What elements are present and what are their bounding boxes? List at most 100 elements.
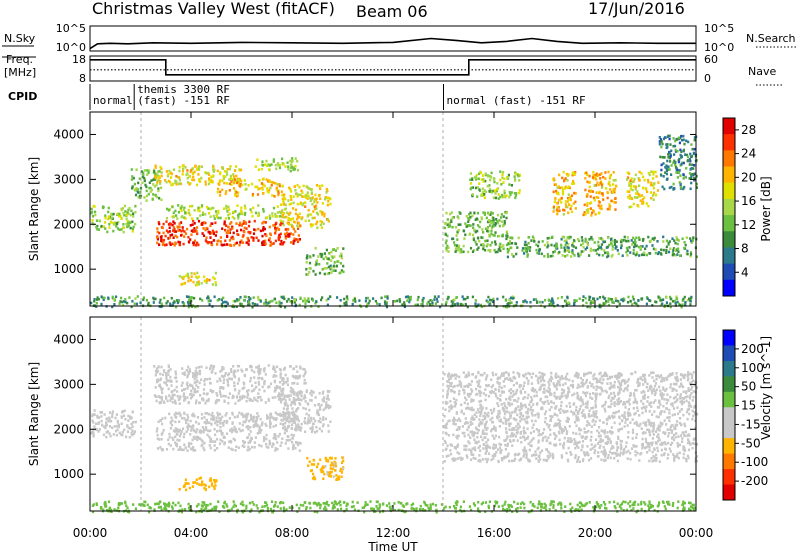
data-cell: [664, 507, 667, 511]
data-cell: [332, 503, 336, 507]
data-cell: [230, 221, 233, 224]
data-cell: [511, 444, 514, 447]
data-cell: [583, 211, 586, 214]
data-cell: [237, 392, 240, 395]
data-cell: [342, 247, 345, 250]
data-cell: [274, 163, 277, 167]
data-cell: [651, 237, 654, 240]
data-cell: [286, 379, 289, 383]
data-cell: [173, 393, 176, 397]
data-cell: [453, 241, 456, 244]
data-cell: [496, 213, 500, 217]
data-cell: [117, 506, 120, 510]
data-cell: [567, 246, 570, 250]
data-cell: [223, 378, 226, 381]
data-cell: [241, 370, 244, 373]
data-cell: [677, 247, 680, 251]
data-cell: [598, 206, 601, 210]
data-cell: [599, 182, 602, 185]
data-cell: [582, 213, 585, 217]
data-cell: [590, 214, 593, 217]
data-cell: [324, 197, 327, 201]
data-cell: [324, 505, 327, 509]
data-cell: [611, 396, 614, 400]
data-cell: [465, 225, 468, 228]
data-cell: [488, 303, 491, 307]
data-cell: [230, 180, 233, 183]
data-cell: [388, 502, 391, 505]
data-cell: [315, 262, 318, 266]
data-cell: [509, 246, 512, 250]
data-cell: [526, 435, 530, 439]
data-cell: [220, 386, 223, 389]
data-cell: [492, 224, 495, 228]
data-cell: [325, 397, 328, 401]
data-cell: [93, 413, 96, 416]
data-cell: [326, 262, 329, 265]
data-cell: [516, 246, 519, 249]
data-cell: [224, 372, 227, 375]
data-cell: [124, 298, 127, 301]
data-cell: [320, 255, 323, 259]
data-cell: [245, 416, 248, 419]
data-cell: [235, 165, 238, 168]
data-cell: [234, 194, 237, 197]
colorbar-swatch: [723, 263, 735, 281]
data-cell: [208, 231, 211, 234]
data-cell: [464, 222, 467, 225]
data-cell: [108, 417, 111, 421]
data-cell: [280, 301, 283, 305]
data-cell: [316, 220, 319, 224]
data-cell: [91, 214, 95, 218]
data-cell: [689, 177, 693, 180]
data-cell: [676, 300, 679, 304]
data-cell: [298, 374, 302, 378]
data-cell: [121, 410, 125, 413]
data-cell: [564, 300, 567, 303]
data-cell: [680, 134, 683, 138]
data-cell: [216, 240, 219, 243]
data-cell: [157, 189, 160, 193]
data-cell: [366, 296, 370, 300]
data-cell: [104, 216, 107, 220]
data-cell: [266, 507, 269, 510]
data-cell: [565, 205, 568, 209]
data-cell: [574, 171, 577, 174]
data-cell: [667, 432, 671, 435]
data-cell: [158, 501, 161, 504]
data-cell: [292, 233, 295, 236]
data-cell: [326, 218, 329, 221]
data-cell: [223, 222, 226, 225]
data-cell: [643, 501, 646, 504]
data-cell: [279, 376, 282, 379]
data-cell: [153, 174, 157, 178]
data-cell: [247, 441, 250, 445]
data-cell: [254, 381, 257, 385]
data-cell: [123, 213, 126, 217]
data-cell: [198, 381, 201, 385]
data-cell: [231, 396, 234, 400]
data-cell: [470, 186, 473, 190]
data-cell: [199, 476, 203, 480]
data-cell: [332, 463, 335, 467]
data-cell: [469, 211, 472, 215]
data-cell: [493, 504, 496, 508]
data-cell: [201, 440, 204, 443]
data-cell: [574, 192, 577, 195]
data-cell: [223, 181, 226, 185]
data-cell: [113, 303, 116, 306]
data-cell: [303, 394, 306, 397]
data-cell: [569, 198, 572, 202]
data-cell: [186, 227, 189, 231]
data-cell: [285, 439, 288, 442]
data-cell: [279, 422, 282, 426]
data-cell: [431, 301, 434, 305]
data-cell: [197, 386, 200, 389]
data-cell: [667, 165, 670, 168]
data-cell: [296, 510, 299, 513]
data-cell: [602, 295, 605, 299]
data-cell: [159, 505, 162, 509]
data-cell: [451, 216, 454, 220]
data-cell: [213, 507, 217, 511]
data-cell: [113, 425, 116, 428]
